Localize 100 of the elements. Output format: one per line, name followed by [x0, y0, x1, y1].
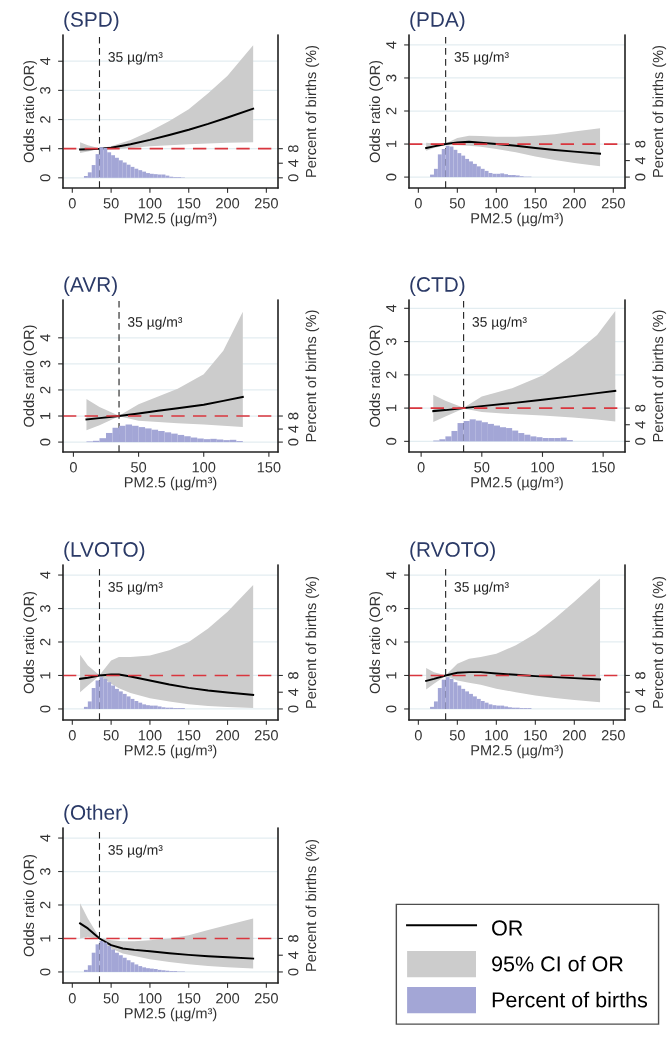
ref-line-label: 35 µg/m³	[108, 844, 163, 858]
y2-tick-label: 8	[288, 145, 299, 153]
chart-title: (Other)	[64, 804, 128, 824]
y2-tick-label: 0	[635, 705, 646, 713]
y2-axis-title: Percent of births (%)	[305, 839, 320, 971]
y-tick-label: 3	[40, 868, 51, 876]
x-tick-label: 50	[103, 198, 119, 209]
y-tick-label: 0	[386, 437, 397, 445]
x-tick-label: 0	[69, 462, 77, 473]
x-tick-label: 200	[562, 730, 586, 741]
ref-line-label: 35 µg/m³	[454, 581, 509, 595]
y-axis-title: Odds ratio (OR)	[369, 60, 383, 163]
chart-title: (RVOTO)	[410, 541, 495, 561]
y-tick-label: 4	[40, 334, 51, 342]
x-axis-title: PM2.5 (µg/m³)	[471, 476, 563, 491]
y-tick-label: 2	[386, 107, 397, 115]
y-tick-label: 2	[40, 116, 51, 123]
y2-tick-label: 8	[635, 140, 646, 148]
y-tick-label: 0	[40, 438, 51, 446]
y2-axis-title: Percent of births (%)	[305, 310, 320, 442]
y-tick-label: 4	[40, 571, 51, 579]
y-tick-label: 2	[386, 638, 397, 646]
x-tick-label: 150	[177, 993, 201, 1004]
legend-label: Percent of births	[492, 991, 648, 1008]
y2-tick-label: 8	[288, 672, 299, 679]
y-tick-label: 2	[40, 638, 51, 646]
y-tick-label: 0	[386, 173, 397, 181]
chart-title: (AVR)	[64, 276, 117, 296]
x-tick-label: 250	[601, 198, 625, 209]
y-axis-title: Odds ratio (OR)	[23, 854, 37, 957]
y-axis-title: Odds ratio (OR)	[369, 591, 383, 694]
x-tick-label: 200	[216, 730, 240, 741]
text: 95% CI of OR	[492, 955, 623, 972]
y2-tick-label: 4	[288, 159, 299, 167]
y-axis-title: Odds ratio (OR)	[23, 325, 37, 427]
y-tick-label: 0	[40, 705, 51, 713]
x-axis-title: PM2.5 (µg/m³)	[124, 1007, 217, 1022]
y-tick-label: 2	[386, 371, 397, 379]
y-tick-label: 1	[40, 145, 51, 152]
x-tick-label: 50	[449, 198, 465, 209]
x-tick-label: 50	[474, 462, 490, 473]
y2-tick-label: 0	[635, 437, 646, 445]
y-tick-label: 1	[386, 672, 397, 679]
y-axis-title: Odds ratio (OR)	[23, 591, 37, 694]
y2-tick-label: 4	[288, 425, 299, 433]
y2-axis-title: Percent of births (%)	[305, 576, 320, 708]
y2-axis-title: Percent of births (%)	[652, 576, 667, 708]
x-tick-label: 50	[449, 730, 465, 741]
chart-title: (CTD)	[410, 276, 465, 296]
y2-axis-title: Percent of births (%)	[305, 45, 320, 177]
y2-tick-label: 8	[635, 672, 646, 679]
y2-tick-label: 0	[288, 968, 299, 976]
y-tick-label: 3	[40, 605, 51, 613]
y2-axis-title: Percent of births (%)	[652, 45, 667, 177]
y-tick-label: 3	[386, 605, 397, 613]
y2-tick-label: 4	[635, 688, 646, 696]
x-tick-label: 150	[177, 730, 201, 741]
x-tick-label: 100	[192, 462, 216, 473]
x-tick-label: 150	[524, 198, 547, 209]
y-tick-label: 4	[386, 41, 397, 49]
y-tick-label: 1	[386, 404, 397, 412]
y-tick-label: 1	[386, 140, 397, 147]
legend-label: OR	[492, 920, 523, 936]
x-axis-title: PM2.5 (µg/m³)	[124, 744, 217, 759]
chart-title: (PDA)	[410, 11, 465, 31]
x-tick-label: 100	[138, 730, 162, 741]
x-tick-label: 250	[254, 198, 278, 209]
ref-line-label: 35 µg/m³	[127, 316, 183, 330]
y-tick-label: 3	[40, 360, 51, 368]
x-tick-label: 200	[216, 993, 240, 1004]
y2-tick-label: 4	[635, 156, 646, 165]
y2-axis-title: Percent of births (%)	[652, 310, 667, 442]
y2-tick-label: 4	[635, 421, 646, 429]
y2-tick-label: 0	[288, 174, 299, 182]
x-tick-label: 0	[414, 198, 422, 209]
y-axis-title: Odds ratio (OR)	[23, 60, 37, 163]
x-tick-label: 100	[485, 730, 508, 741]
y-tick-label: 2	[40, 386, 51, 394]
y-tick-label: 0	[386, 705, 397, 713]
x-tick-label: 150	[592, 462, 615, 473]
y-tick-label: 3	[386, 338, 397, 346]
x-tick-label: 100	[531, 462, 555, 473]
chart-title: (SPD)	[64, 11, 119, 31]
x-axis-title: PM2.5 (µg/m³)	[124, 476, 217, 491]
x-tick-label: 100	[485, 198, 508, 209]
y-tick-label: 4	[386, 304, 397, 313]
y2-tick-label: 0	[288, 705, 299, 713]
x-tick-label: 150	[524, 730, 547, 741]
y2-tick-label: 8	[288, 935, 299, 942]
y-tick-label: 1	[40, 672, 51, 679]
chart-title: (LVOTO)	[64, 541, 145, 561]
y-tick-label: 2	[40, 901, 51, 909]
x-tick-label: 250	[601, 730, 625, 741]
x-tick-label: 50	[103, 730, 119, 741]
x-tick-label: 0	[68, 730, 76, 741]
x-tick-label: 0	[68, 198, 76, 209]
x-tick-label: 200	[562, 198, 586, 209]
y-tick-label: 4	[40, 57, 51, 65]
x-axis-title: PM2.5 (µg/m³)	[471, 212, 563, 227]
y-tick-label: 3	[40, 86, 51, 94]
